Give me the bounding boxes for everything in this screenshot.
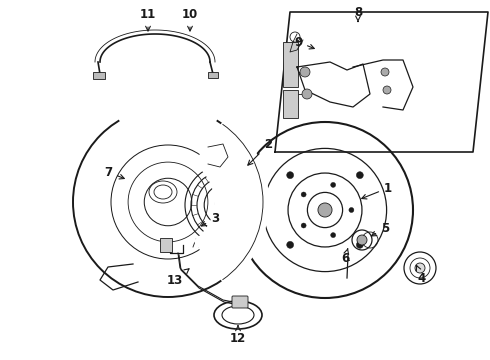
Text: 4: 4	[416, 266, 426, 284]
Circle shape	[415, 263, 425, 273]
Text: 5: 5	[371, 221, 389, 236]
Text: 8: 8	[354, 5, 362, 21]
Wedge shape	[195, 120, 268, 284]
Bar	[283, 42, 298, 87]
Circle shape	[331, 233, 336, 238]
Circle shape	[349, 207, 354, 212]
Circle shape	[331, 183, 336, 188]
Circle shape	[287, 172, 294, 179]
Circle shape	[356, 241, 364, 248]
Circle shape	[300, 67, 310, 77]
Text: 9: 9	[294, 36, 314, 49]
Text: 1: 1	[362, 181, 392, 199]
Circle shape	[301, 192, 306, 197]
Circle shape	[318, 203, 332, 217]
Text: 7: 7	[104, 166, 124, 179]
Text: 3: 3	[201, 211, 219, 226]
Circle shape	[215, 195, 235, 215]
Text: 10: 10	[182, 9, 198, 31]
Text: 2: 2	[248, 139, 272, 165]
Bar	[160, 238, 172, 252]
Circle shape	[357, 235, 367, 245]
Circle shape	[381, 68, 389, 76]
Text: 6: 6	[341, 249, 349, 265]
Circle shape	[356, 172, 364, 179]
FancyBboxPatch shape	[232, 296, 248, 308]
Text: 13: 13	[167, 269, 189, 287]
Circle shape	[383, 86, 391, 94]
Circle shape	[287, 241, 294, 248]
Circle shape	[301, 223, 306, 228]
Text: 12: 12	[230, 326, 246, 345]
Circle shape	[302, 89, 312, 99]
Bar	[208, 72, 218, 78]
Bar	[283, 90, 298, 118]
Text: 11: 11	[140, 9, 156, 31]
Bar	[93, 72, 105, 79]
Wedge shape	[118, 102, 218, 131]
